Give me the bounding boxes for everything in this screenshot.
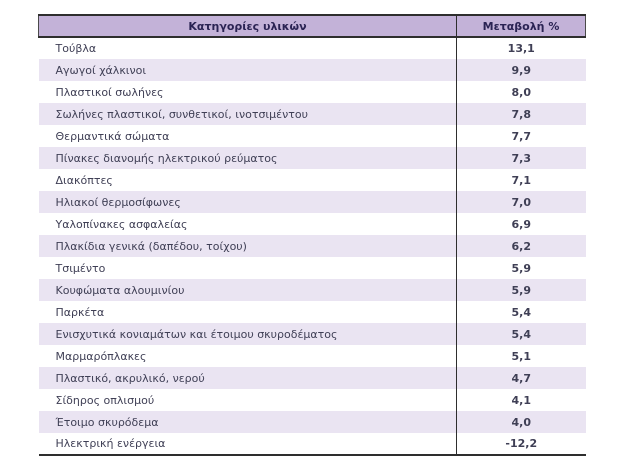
change-value: 7,7 [456, 125, 586, 147]
material-name: Έτοιμο σκυρόδεμα [55, 415, 159, 429]
material-name: Διακόπτες [55, 173, 113, 187]
material-name: Σωλήνες πλαστικοί, συνθετικοί, ινοτσιμέν… [55, 107, 308, 121]
table-row: Υαλοπίνακες ασφαλείας 6,9 [38, 213, 586, 235]
table-row: Παρκέτα 5,4 [38, 301, 586, 323]
table-row: Μαρμαρόπλακες 5,1 [38, 345, 586, 367]
material-name: Κουφώματα αλουμινίου [55, 283, 185, 297]
table-row: Σωλήνες πλαστικοί, συνθετικοί, ινοτσιμέν… [38, 103, 586, 125]
table-row: Πλαστικό, ακρυλικό, νερού 4,7 [38, 367, 586, 389]
materials-table: Κατηγορίες υλικών Μεταβολή % Τούβλα 13,1 Α… [38, 14, 586, 456]
change-value: 5,9 [456, 279, 586, 301]
table-row: Κουφώματα αλουμινίου 5,9 [38, 279, 586, 301]
material-name: Ηλεκτρική ενέργεια [55, 437, 166, 450]
table-row: Θερμαντικά σώματα 7,7 [38, 125, 586, 147]
table-row: Έτοιμο σκυρόδεμα 4,0 [38, 411, 586, 433]
change-value: 5,1 [456, 345, 586, 367]
column-header-categories: Κατηγορίες υλικών [38, 14, 457, 38]
material-name: Υαλοπίνακες ασφαλείας [55, 217, 188, 231]
table-body: Τούβλα 13,1 Αγωγοί χάλκινοι 9,9 Πλαστικοί σω… [38, 37, 586, 455]
table-header: Κατηγορίες υλικών Μεταβολή % [38, 14, 586, 38]
change-value: 7,0 [456, 191, 586, 213]
header-row: Κατηγορίες υλικών Μεταβολή % [38, 14, 586, 38]
table-row: Ενισχυτικά κονιαμάτων και έτοιμου σκυροδ… [38, 323, 586, 345]
change-value: 5,4 [456, 301, 586, 323]
column-header-change-percent: Μεταβολή % [456, 14, 586, 38]
change-value: 9,9 [456, 59, 586, 81]
table-row: Πλακίδια γενικά (δαπέδου, τοίχου) 6,2 [38, 235, 586, 257]
table-row: Ηλιακοί θερμοσίφωνες 7,0 [38, 191, 586, 213]
material-name: Πλαστικοί σωλήνες [55, 85, 164, 99]
table-row: Πλαστικοί σωλήνες 8,0 [38, 81, 586, 103]
change-value: 8,0 [456, 81, 586, 103]
change-value: 6,9 [456, 213, 586, 235]
table-row: Σίδηρος οπλισμού 4,1 [38, 389, 586, 411]
material-name: Ηλιακοί θερμοσίφωνες [55, 195, 181, 209]
change-value: 6,2 [456, 235, 586, 257]
material-name: Μαρμαρόπλακες [55, 349, 147, 363]
table-row: Διακόπτες 7,1 [38, 169, 586, 191]
table-row: Αγωγοί χάλκινοι 9,9 [38, 59, 586, 81]
table-row: Ηλεκτρική ενέργεια -12,2 [38, 433, 586, 455]
table-row: Τούβλα 13,1 [38, 37, 586, 59]
change-value: 4,1 [456, 389, 586, 411]
change-value: 4,0 [456, 411, 586, 433]
material-name: Τούβλα [55, 42, 97, 55]
material-name: Πλακίδια γενικά (δαπέδου, τοίχου) [55, 239, 247, 253]
change-value: 7,8 [456, 103, 586, 125]
material-name: Πλαστικό, ακρυλικό, νερού [55, 371, 205, 385]
material-name: Θερμαντικά σώματα [55, 129, 170, 143]
change-value: 5,4 [456, 323, 586, 345]
material-name: Σίδηρος οπλισμού [55, 393, 155, 407]
material-name: Τσιμέντο [55, 261, 106, 275]
change-value: 5,9 [456, 257, 586, 279]
material-name: Αγωγοί χάλκινοι [55, 63, 147, 77]
change-value: -12,2 [456, 433, 586, 455]
change-value: 7,3 [456, 147, 586, 169]
material-name: Πίνακες διανομής ηλεκτρικού ρεύματος [55, 151, 278, 165]
change-value: 7,1 [456, 169, 586, 191]
table-row: Τσιμέντο 5,9 [38, 257, 586, 279]
material-name: Παρκέτα [55, 305, 105, 319]
table-row: Πίνακες διανομής ηλεκτρικού ρεύματος 7,3 [38, 147, 586, 169]
change-value: 13,1 [456, 37, 586, 59]
material-name: Ενισχυτικά κονιαμάτων και έτοιμου σκυροδ… [55, 327, 338, 341]
change-value: 4,7 [456, 367, 586, 389]
